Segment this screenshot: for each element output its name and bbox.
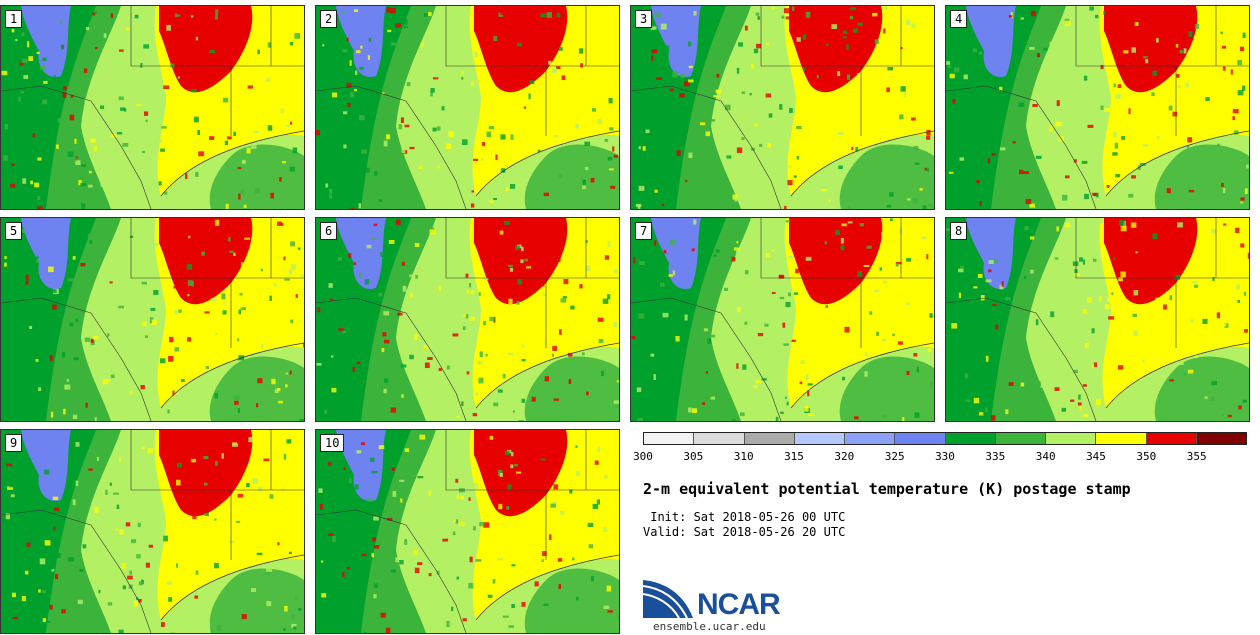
map-field (316, 430, 619, 633)
colorbar-tick-label: 325 (884, 450, 905, 463)
map-field (631, 218, 934, 421)
map-field (316, 6, 619, 209)
map-field (1, 430, 304, 633)
member-number-label: 10 (320, 434, 345, 452)
map-field (1, 218, 304, 421)
colorbar-segment (794, 433, 845, 444)
colorbar-segment (1046, 433, 1097, 444)
member-number-label: 6 (320, 222, 338, 240)
member-number-label: 1 (5, 10, 23, 28)
colorbar-tick-label: 305 (683, 450, 704, 463)
colorbar-segment (1196, 433, 1246, 444)
member-number-label: 3 (635, 10, 653, 28)
colorbar-segment (895, 433, 946, 444)
colorbar-tick-label: 340 (1035, 450, 1056, 463)
colorbar-tick-label: 320 (834, 450, 855, 463)
map-field (316, 218, 619, 421)
colorbar-segment (744, 433, 795, 444)
member-number-label: 5 (5, 222, 23, 240)
ncar-logo-icon (643, 580, 693, 619)
member-panel-5: 5 (0, 217, 305, 422)
colorbar-segment (1146, 433, 1197, 444)
member-panel-7: 7 (630, 217, 935, 422)
member-panel-6: 6 (315, 217, 620, 422)
colorbar-tick-label: 355 (1186, 450, 1207, 463)
colorbar (643, 432, 1247, 445)
colorbar-ticks: 300 305 310 315 320 325 330 335 340 345 350 355 (633, 450, 1247, 464)
colorbar-tick-label: 315 (784, 450, 804, 463)
chart-title: 2-m equivalent potential temperature (K)… (643, 480, 1131, 498)
colorbar-segment (845, 433, 896, 444)
map-field (1, 6, 304, 209)
colorbar-segment (945, 433, 996, 444)
member-number-label: 2 (320, 10, 338, 28)
colorbar-segment (995, 433, 1046, 444)
colorbar-segment (694, 433, 745, 444)
colorbar-tick-label: 310 (733, 450, 754, 463)
website-url: ensemble.ucar.edu (653, 620, 766, 633)
map-field (946, 218, 1249, 421)
member-panel-4: 4 (945, 5, 1250, 210)
colorbar-tick-label: 350 (1136, 450, 1157, 463)
colorbar-tick-label: 300 (633, 450, 653, 463)
colorbar-tick-label: 345 (1086, 450, 1106, 463)
colorbar-segment (644, 433, 695, 444)
member-panel-8: 8 (945, 217, 1250, 422)
logo-wordmark: NCAR (697, 588, 781, 621)
map-field (631, 6, 934, 209)
map-field (946, 6, 1249, 209)
member-number-label: 4 (950, 10, 968, 28)
member-panel-2: 2 (315, 5, 620, 210)
member-panel-1: 1 (0, 5, 305, 210)
member-panel-10: 10 (315, 429, 620, 634)
member-panel-3: 3 (630, 5, 935, 210)
colorbar-segment (1096, 433, 1147, 444)
colorbar-tick-label: 330 (935, 450, 955, 463)
init-time: Init: Sat 2018-05-26 00 UTC (643, 510, 846, 524)
colorbar-tick-label: 335 (985, 450, 1006, 463)
valid-time: Valid: Sat 2018-05-26 20 UTC (643, 525, 846, 539)
member-number-label: 8 (950, 222, 968, 240)
member-number-label: 7 (635, 222, 653, 240)
member-number-label: 9 (5, 434, 23, 452)
member-panel-9: 9 (0, 429, 305, 634)
